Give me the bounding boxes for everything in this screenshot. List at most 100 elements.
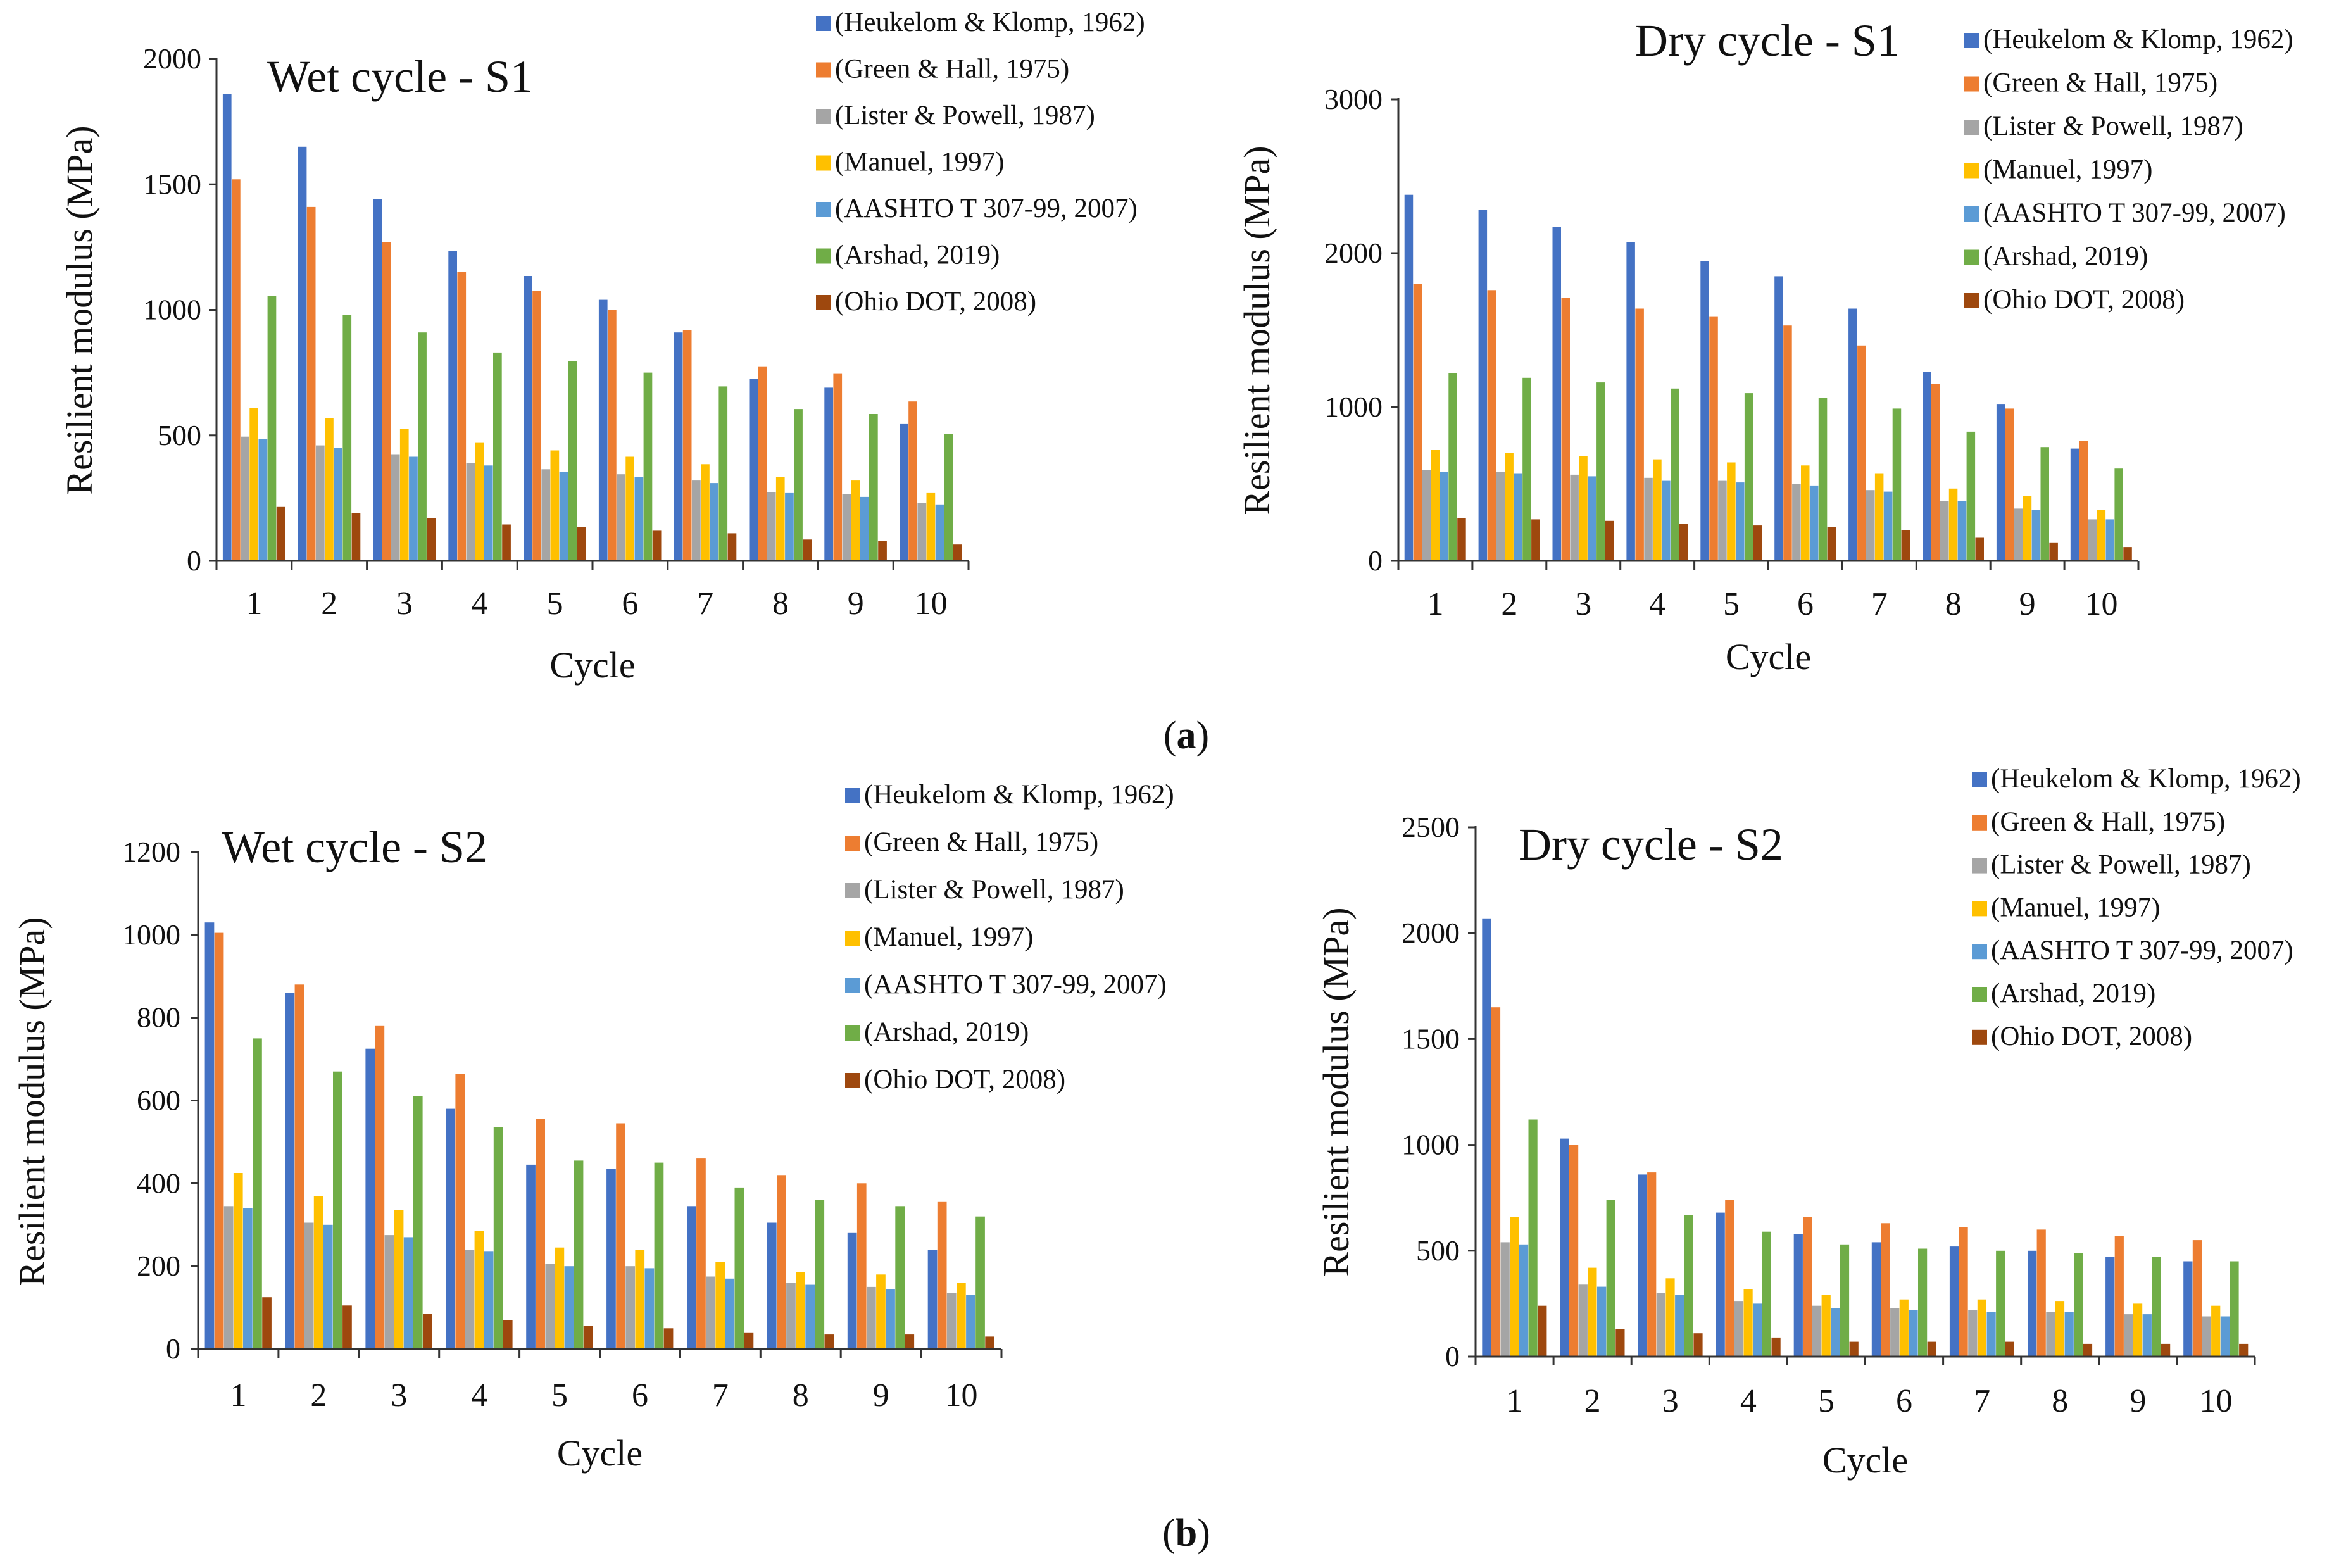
bar-dry-s1-s1-c1 [1404,194,1414,561]
bar-dry-s1-s7-c1 [1457,518,1466,561]
bar-dry-s1-s5-c2 [1514,473,1522,561]
legend-entry: (Green & Hall, 1975) [864,827,1098,857]
bar-dry-s2-s2-c7 [1959,1227,1968,1357]
legend-entry: (Ohio DOT, 2008) [835,287,1036,317]
legend-swatch [845,883,860,898]
legend-swatch [1972,858,1987,874]
bar-wet-s2-s7-c3 [423,1314,432,1349]
bar-dry-s1-s2-c6 [1783,325,1792,561]
bar-dry-s2-s2-c2 [1569,1145,1579,1357]
bar-dry-s2-s4-c5 [1821,1295,1831,1357]
bar-dry-s2-s4-c8 [2055,1301,2065,1357]
legend-swatch [1972,901,1987,917]
chart-title: Wet cycle - S1 [267,51,533,102]
bar-wet-s2-s2-c3 [375,1025,385,1350]
bar-dry-s1-s2-c1 [1413,284,1422,561]
bar-wet-s2-s5-c8 [805,1284,815,1349]
bar-wet-s1-s6-c1 [267,296,277,561]
bar-dry-s2-s2-c6 [1881,1223,1890,1357]
bar-dry-s2-s3-c1 [1500,1242,1510,1357]
bar-wet-s1-s5-c2 [334,448,342,561]
bar-dry-s1-s5-c6 [1809,485,1819,561]
y-tick-label: 1200 [122,836,180,868]
bar-wet-s2-s2-c6 [616,1123,625,1349]
bar-dry-s1-s1-c6 [1774,276,1783,561]
bar-dry-s2-s3-c5 [1812,1305,1822,1357]
legend-entry: (Ohio DOT, 2008) [1991,1022,2192,1051]
x-tick-label: 2 [1501,586,1517,622]
bar-dry-s2-s7-c10 [2239,1343,2249,1357]
bar-wet-s1-s7-c7 [727,533,737,561]
bar-dry-s2-s5-c1 [1519,1244,1529,1357]
bar-wet-s2-s4-c1 [233,1173,243,1349]
bar-wet-s2-s3-c2 [304,1222,314,1349]
bar-wet-s2-s5-c2 [323,1224,333,1350]
bar-dry-s1-s3-c7 [1866,490,1875,561]
bar-wet-s2-s5-c3 [403,1237,413,1349]
bar-dry-s2-s2-c4 [1725,1200,1734,1357]
bar-dry-s1-s4-c4 [1653,459,1662,561]
bar-wet-s1-s2-c3 [382,242,391,561]
bar-wet-s1-s7-c3 [427,518,436,561]
bar-wet-s2-s2-c4 [455,1074,465,1349]
chart-dry-s1: 0 1000 2000 3000 1 2 3 4 5 6 7 8 9 10 Cycle Resilient m… [1236,15,2293,677]
y-axis-title: Resilient modulus (MPa) [11,917,53,1286]
bar-dry-s2-s3-c10 [2202,1316,2211,1357]
bar-wet-s1-s3-c2 [316,445,325,561]
bar-wet-s1-s7-c10 [953,544,962,561]
legend-entry: (Arshad, 2019) [864,1017,1029,1047]
bar-dry-s2-s1-c4 [1716,1212,1725,1357]
bar-dry-s2-s1-c7 [1949,1246,1959,1357]
legend-entry: (Heukelom & Klomp, 1962) [1991,764,2301,794]
bar-dry-s1-s2-c9 [2005,408,2014,561]
bar-dry-s1-s5-c9 [2031,510,2041,561]
bar-wet-s2-s6-c10 [975,1216,985,1349]
legend-swatch [845,931,860,946]
bar-wet-s1-s5-c4 [484,465,493,561]
y-tick-label: 1000 [1402,1129,1460,1161]
x-tick-label: 3 [1662,1383,1679,1419]
bar-dry-s2-s5-c9 [2142,1314,2152,1357]
bar-wet-s1-s7-c4 [502,524,511,561]
bar-dry-s2-s4-c7 [1977,1299,1986,1357]
bar-dry-s1-s6-c4 [1671,388,1679,561]
bar-wet-s2-s5-c7 [725,1278,735,1349]
bar-wet-s2-s7-c9 [905,1334,915,1349]
bar-wet-s1-s1-c5 [524,276,532,561]
x-tick-label: 2 [310,1377,327,1414]
legend-swatch [1972,987,1987,1002]
bar-wet-s1-s6-c10 [944,434,953,561]
legend-entry: (Ohio DOT, 2008) [1983,285,2185,315]
bar-dry-s2-s6-c8 [2074,1253,2083,1357]
bar-wet-s2-s7-c5 [583,1326,593,1349]
x-tick-label: 9 [2019,586,2036,622]
bar-wet-s1-s7-c8 [803,539,812,561]
bar-dry-s1-s5-c7 [1883,491,1893,561]
bar-dry-s1-s4-c6 [1801,465,1810,561]
bar-dry-s2-s6-c2 [1606,1200,1615,1357]
bar-wet-s1-s7-c5 [577,527,586,561]
legend-entry: (Manuel, 1997) [835,147,1005,177]
bar-dry-s2-s6-c4 [1762,1231,1771,1357]
legend-swatch [1972,1029,1987,1045]
bar-wet-s1-s1-c2 [298,146,307,561]
bar-wet-s2-s1-c6 [606,1169,616,1349]
legend-entry: (AASHTO T 307-99, 2007) [1991,936,2293,965]
bar-wet-s1-s2-c9 [833,373,843,561]
x-tick-label: 10 [2199,1383,2232,1419]
y-tick-label: 0 [166,1333,180,1365]
y-tick-label: 500 [158,419,201,451]
legend-swatch [1964,249,1979,265]
bar-wet-s2-s6-c9 [895,1206,905,1349]
bar-dry-s1-s1-c5 [1700,261,1709,561]
bar-wet-s2-s4-c4 [474,1231,484,1349]
chart-dry-s2: 0 500 1000 1500 2000 2500 1 2 3 4 5 6 7 8 9 10 Cycle Resi… [1315,764,2301,1481]
bar-wet-s1-s1-c7 [674,332,683,561]
bar-dry-s2-s2-c1 [1491,1007,1501,1357]
bar-wet-s2-s3-c9 [867,1286,876,1349]
x-tick-label: 5 [551,1377,568,1414]
bar-dry-s1-s5-c3 [1588,476,1596,561]
legend-entry: (AASHTO T 307-99, 2007) [835,194,1138,223]
bar-dry-s1-s3-c2 [1496,472,1505,561]
